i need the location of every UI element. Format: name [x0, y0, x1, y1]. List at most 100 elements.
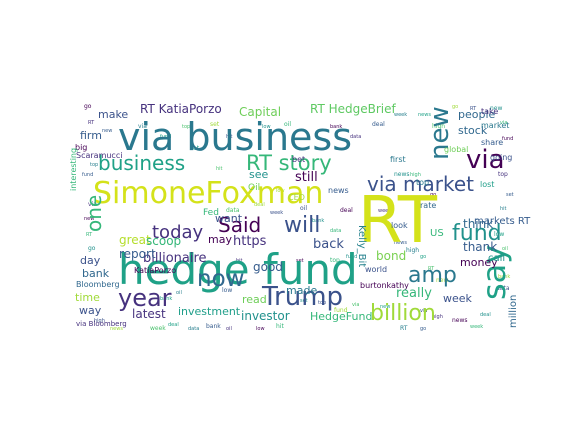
filler-word: set [210, 121, 220, 128]
cloud-word: via [466, 145, 505, 175]
filler-word: top [330, 257, 340, 264]
cloud-word: day [80, 254, 101, 267]
cloud-word: million [508, 295, 519, 328]
filler-word: news [110, 326, 123, 332]
cloud-word: week [443, 292, 473, 305]
cloud-word: top [416, 178, 429, 187]
cloud-word: amp [408, 263, 457, 288]
cloud-word: good [253, 260, 283, 274]
filler-word: hit [236, 258, 243, 264]
cloud-word: Kelly_Bit [356, 225, 367, 267]
cloud-word: share [481, 138, 503, 147]
filler-word: via [420, 308, 427, 314]
filler-word: go [430, 192, 436, 198]
cloud-word: back [313, 237, 344, 252]
cloud-word: report [119, 247, 156, 261]
filler-word: hit [276, 323, 284, 330]
cloud-word: via business [118, 115, 352, 159]
cloud-word: burtonkathy [360, 281, 409, 290]
cloud-word: via Bloomberg [76, 320, 127, 328]
cloud-word: take [481, 107, 498, 116]
cloud-word: new [425, 106, 455, 160]
cloud-word: going [490, 153, 512, 162]
cloud-word: SimoneFoxman [93, 176, 323, 211]
filler-word: low [494, 231, 504, 238]
filler-word: deal [168, 322, 179, 328]
cloud-word: Fed [203, 208, 219, 218]
cloud-word: interesting [69, 148, 78, 191]
cloud-word: investor [241, 309, 290, 323]
cloud-word: latest [132, 307, 166, 321]
filler-word: go [420, 254, 426, 260]
cloud-word: read [242, 293, 267, 306]
cloud-word: news [328, 186, 349, 195]
cloud-word: scoop [146, 234, 181, 248]
filler-word: bank [160, 296, 172, 302]
cloud-word: KatiaPorzo [134, 266, 176, 275]
filler-word: news [418, 112, 431, 118]
cloud-word: great [119, 233, 151, 247]
filler-word: hit [226, 134, 233, 140]
cloud-word: rate [420, 201, 436, 210]
cloud-word: global [444, 145, 468, 154]
cloud-word: say [475, 245, 513, 300]
filler-word: high [410, 172, 421, 178]
cloud-word: bond [376, 249, 406, 263]
filler-word: oil [176, 290, 182, 296]
cloud-word: US [430, 228, 444, 239]
filler-word: via [352, 302, 359, 308]
cloud-word: CEO [288, 193, 305, 202]
filler-word: top [318, 300, 326, 306]
cloud-word: lost [480, 180, 494, 189]
filler-word: week [394, 112, 407, 118]
filler-word: high [432, 314, 443, 320]
cloud-word: Oil [248, 183, 260, 193]
cloud-word: world [365, 265, 387, 274]
filler-word: low [262, 124, 271, 130]
filler-word: oil [226, 326, 232, 332]
cloud-word: see [249, 168, 268, 181]
filler-word: set [506, 192, 514, 198]
filler-word: high [94, 318, 105, 324]
cloud-word: time [75, 291, 100, 304]
filler-word: via [500, 120, 507, 126]
filler-word: data [350, 134, 361, 140]
filler-word: fund [160, 134, 171, 140]
filler-word: week [150, 325, 166, 332]
cloud-word: want [215, 212, 243, 225]
filler-word: top [182, 124, 190, 130]
filler-word: low [256, 326, 265, 332]
filler-word: deal [340, 207, 353, 214]
filler-word: set [296, 258, 304, 264]
cloud-word: way [79, 304, 102, 317]
filler-word: data [226, 207, 240, 214]
filler-word: bank [206, 323, 221, 330]
cloud-word: Trump [261, 282, 343, 312]
filler-word: oil [502, 246, 508, 252]
cloud-word: made [286, 284, 317, 297]
filler-word: low [222, 287, 232, 294]
cloud-word: people [458, 108, 496, 121]
filler-word: go [420, 326, 426, 332]
cloud-word: RT HedgeBrief [310, 102, 397, 116]
filler-word: deal [372, 121, 385, 128]
cloud-word: hedge fund [118, 245, 358, 294]
cloud-word: fund [452, 221, 502, 246]
filler-word: new [380, 304, 390, 310]
filler-word: hit [500, 206, 507, 212]
filler-word: week [378, 208, 391, 214]
cloud-word: today [152, 222, 204, 243]
cloud-word: year [118, 284, 172, 312]
filler-word: bank [498, 274, 510, 280]
cloud-word: RT story [246, 151, 332, 175]
cloud-word: billionaire [143, 251, 207, 266]
filler-word: deal [254, 202, 265, 208]
filler-word: news [394, 240, 407, 246]
filler-word: new [84, 216, 94, 222]
cloud-word: bet [292, 155, 305, 164]
cloud-word: RT KatiaPorzo [140, 102, 222, 116]
filler-word: new [102, 128, 112, 134]
